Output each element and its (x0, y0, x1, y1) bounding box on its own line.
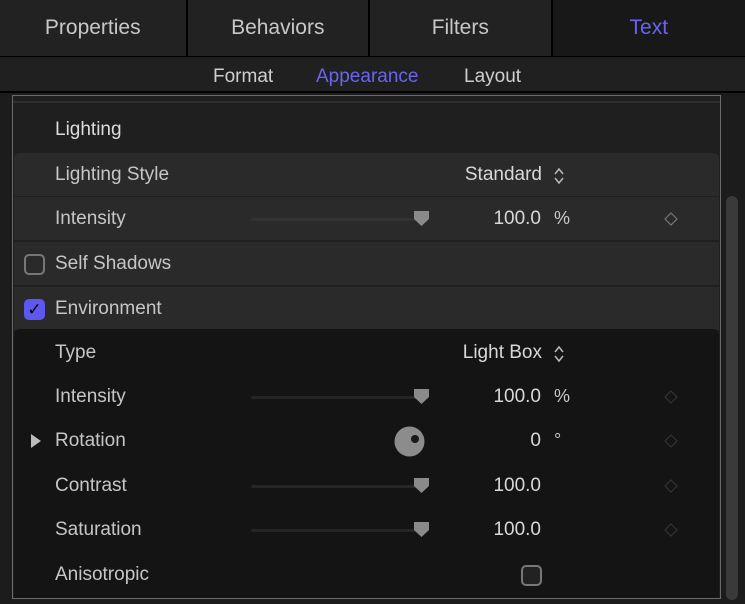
keyframe-diamond-icon[interactable] (664, 523, 678, 537)
environment-checkbox[interactable]: ✓ (24, 299, 45, 320)
lighting-style-label: Lighting Style (55, 164, 170, 185)
saturation-value[interactable]: 100.0 (493, 519, 541, 540)
rotation-value[interactable]: 0 (530, 430, 541, 451)
rotation-dial[interactable] (394, 426, 425, 457)
disclosure-triangle-icon[interactable] (30, 433, 42, 449)
lighting-style-row: Lighting Style Standard (14, 152, 719, 196)
unit-label: ° (554, 430, 562, 450)
subtab-appearance[interactable]: Appearance (316, 66, 419, 87)
slider-thumb[interactable] (413, 476, 430, 494)
tab-properties[interactable]: Properties (0, 0, 186, 56)
rotation-row: Rotation 0 ° (14, 419, 719, 463)
env-intensity-slider[interactable] (251, 396, 421, 399)
contrast-value[interactable]: 100.0 (493, 475, 541, 496)
type-popup[interactable]: Light Box (462, 342, 542, 363)
subtab-format[interactable]: Format (213, 66, 274, 87)
tab-behaviors[interactable]: Behaviors (187, 0, 369, 56)
scrollbar[interactable] (726, 196, 738, 600)
env-intensity-label: Intensity (55, 386, 126, 407)
keyframe-diamond-icon[interactable] (664, 390, 678, 404)
type-row: Type Light Box (14, 331, 719, 375)
self-shadows-checkbox[interactable] (24, 254, 45, 275)
slider-thumb[interactable] (413, 387, 430, 405)
contrast-label: Contrast (55, 475, 127, 496)
lighting-style-popup[interactable]: Standard (464, 164, 542, 185)
saturation-row: Saturation 100.0 (14, 508, 719, 552)
tab-filters[interactable]: Filters (370, 0, 551, 56)
self-shadows-row: Self Shadows (14, 241, 719, 285)
env-intensity-value[interactable]: 100.0 (493, 386, 541, 407)
intensity-label: Intensity (55, 208, 126, 229)
slider-thumb[interactable] (413, 520, 430, 538)
lighting-panel: Lighting Lighting Style Standard Intensi… (12, 95, 721, 599)
contrast-slider[interactable] (251, 485, 421, 488)
saturation-label: Saturation (55, 519, 142, 540)
inspector-tabs: Properties Behaviors Filters Text (0, 0, 745, 57)
section-header-lighting[interactable]: Lighting (14, 108, 719, 152)
section-title: Lighting (55, 119, 122, 140)
env-intensity-row: Intensity 100.0 % (14, 375, 719, 419)
environment-row: ✓ Environment (14, 286, 719, 330)
keyframe-diamond-icon[interactable] (664, 212, 678, 226)
saturation-slider[interactable] (251, 529, 421, 532)
anisotropic-label: Anisotropic (55, 564, 149, 585)
rotation-label: Rotation (55, 430, 126, 451)
contrast-row: Contrast 100.0 (14, 464, 719, 508)
anisotropic-checkbox[interactable] (521, 565, 542, 586)
tab-text[interactable]: Text (552, 0, 745, 56)
keyframe-diamond-icon[interactable] (664, 434, 678, 448)
intensity-row: Intensity 100.0 % (14, 196, 719, 240)
unit-label: % (554, 208, 571, 228)
subtab-layout[interactable]: Layout (464, 66, 522, 87)
intensity-value[interactable]: 100.0 (493, 208, 541, 229)
keyframe-diamond-icon[interactable] (664, 479, 678, 493)
divider (13, 101, 720, 103)
unit-label: % (554, 386, 571, 406)
type-label: Type (55, 342, 97, 363)
environment-label: Environment (55, 298, 162, 319)
self-shadows-label: Self Shadows (55, 253, 172, 274)
text-subtabs: Format Appearance Layout (0, 58, 745, 93)
intensity-slider[interactable] (251, 218, 421, 221)
anisotropic-row: Anisotropic (14, 553, 719, 597)
environment-group: Type Light Box Intensity 100.0 % Rotatio… (14, 329, 719, 598)
chevron-updown-icon[interactable] (553, 344, 565, 364)
chevron-updown-icon[interactable] (553, 166, 565, 186)
slider-thumb[interactable] (413, 209, 430, 227)
